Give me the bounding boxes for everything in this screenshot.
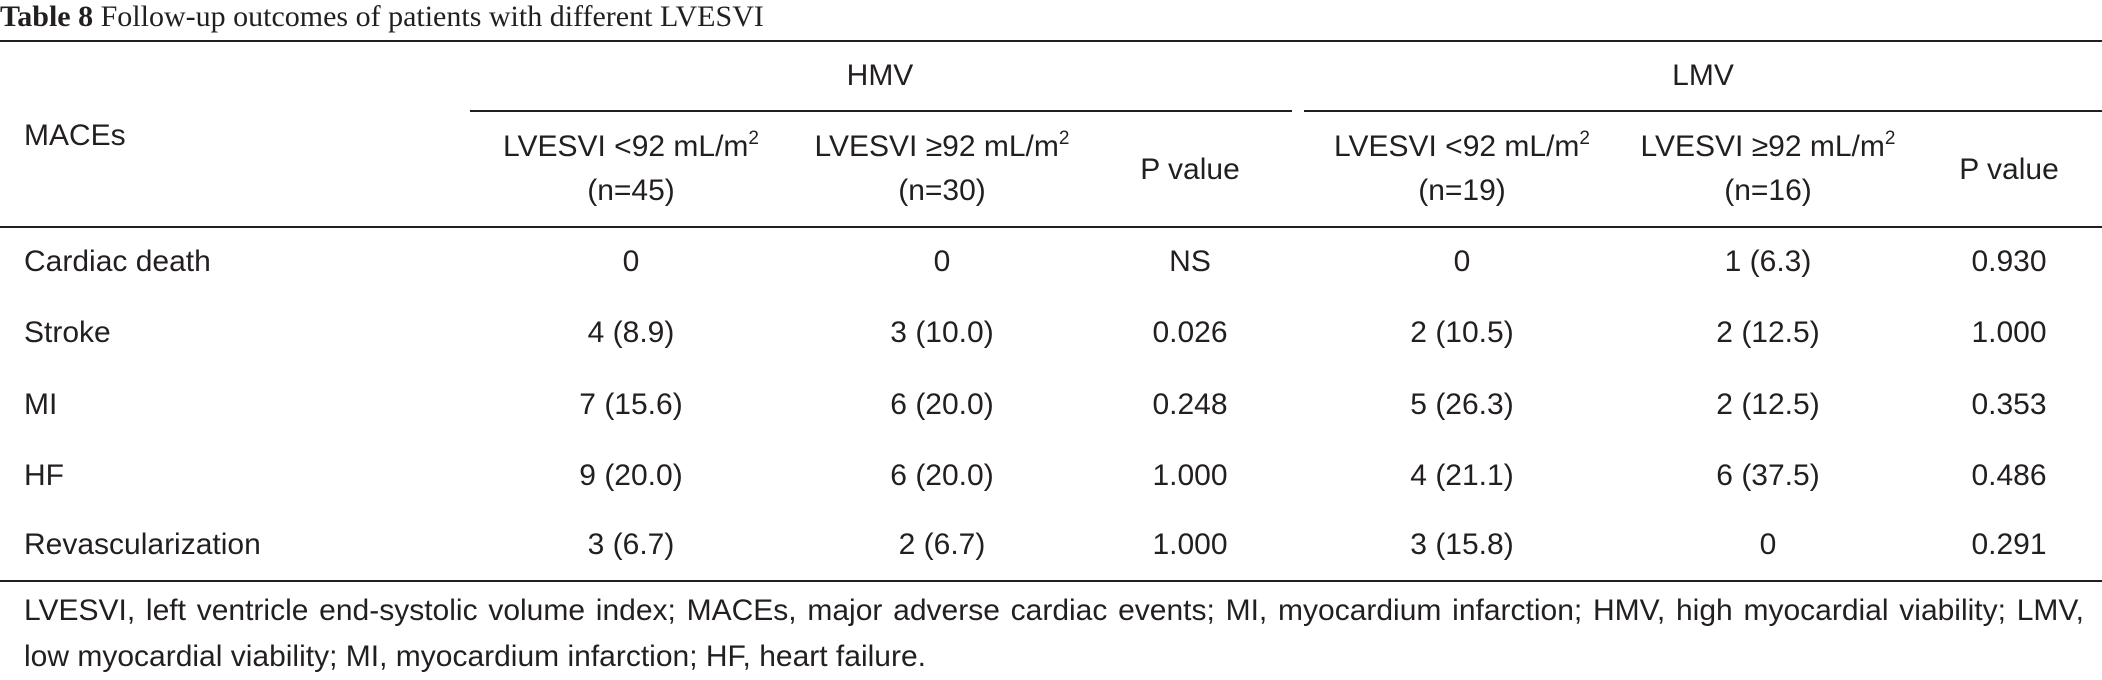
header-rule	[0, 226, 2102, 228]
table-cell: 6 (37.5)	[1716, 459, 1820, 492]
table-number: Table 8	[0, 0, 94, 33]
table-cell: 6 (20.0)	[890, 388, 994, 421]
group-rule-hmv	[470, 110, 1292, 112]
table-cell: 0	[1453, 245, 1471, 278]
table-cell: 1.000	[1152, 459, 1228, 492]
header-row-label: MACEs	[24, 119, 126, 152]
table-cell: 0.248	[1152, 388, 1228, 421]
bottom-rule	[0, 580, 2102, 582]
row-label: HF	[24, 459, 64, 492]
table-cell: 6 (20.0)	[890, 459, 994, 492]
row-label: Cardiac death	[24, 245, 211, 278]
table-cell: 0.291	[1971, 528, 2047, 561]
table-caption: Table 8 Follow-up outcomes of patients w…	[0, 0, 764, 38]
table-cell: 0	[622, 245, 640, 278]
table-cell: 0.486	[1971, 459, 2047, 492]
group-header-hmv: HMV	[846, 59, 914, 92]
group-rule-lmv	[1304, 110, 2102, 112]
table-cell: 0	[933, 245, 951, 278]
top-rule	[0, 40, 2102, 42]
group-header-lmv: LMV	[1672, 59, 1734, 92]
col-header-hmv-high: LVESVI ≥92 mL/m2 (n=30)	[814, 128, 1070, 207]
row-label: Stroke	[24, 316, 111, 349]
table-cell: 9 (20.0)	[579, 459, 683, 492]
table-footnote: LVESVI, left ventricle end-systolic volu…	[24, 594, 2084, 673]
table-cell: 0.930	[1971, 245, 2047, 278]
table-cell: 2 (10.5)	[1410, 316, 1514, 349]
col-header-lmv-low: LVESVI <92 mL/m2 (n=19)	[1334, 128, 1590, 207]
table-cell: 3 (6.7)	[587, 528, 675, 561]
row-label: MI	[24, 388, 58, 421]
table-cell: NS	[1169, 245, 1211, 278]
table-cell: 1.000	[1971, 316, 2047, 349]
table-cell: 0.353	[1971, 388, 2047, 421]
table-cell: 0.026	[1152, 316, 1228, 349]
table-cell: 2 (12.5)	[1716, 388, 1820, 421]
col-header-lmv-pvalue: P value	[1959, 153, 2059, 186]
table-title: Follow-up outcomes of patients with diff…	[100, 0, 764, 33]
col-header-hmv-pvalue: P value	[1140, 153, 1240, 186]
table-cell: 3 (10.0)	[890, 316, 994, 349]
col-header-hmv-low: LVESVI <92 mL/m2 (n=45)	[503, 128, 759, 207]
table-cell: 5 (26.3)	[1410, 388, 1514, 421]
table-cell: 4 (8.9)	[587, 316, 675, 349]
col-header-lmv-high: LVESVI ≥92 mL/m2 (n=16)	[1640, 128, 1896, 207]
table-cell: 4 (21.1)	[1410, 459, 1514, 492]
table-cell: 2 (12.5)	[1716, 316, 1820, 349]
table-cell: 1 (6.3)	[1724, 245, 1812, 278]
table-cell: 3 (15.8)	[1410, 528, 1514, 561]
row-label: Revascularization	[24, 528, 261, 561]
table-cell: 7 (15.6)	[579, 388, 683, 421]
table-cell: 0	[1759, 528, 1777, 561]
table-cell: 2 (6.7)	[898, 528, 986, 561]
table-cell: 1.000	[1152, 528, 1228, 561]
